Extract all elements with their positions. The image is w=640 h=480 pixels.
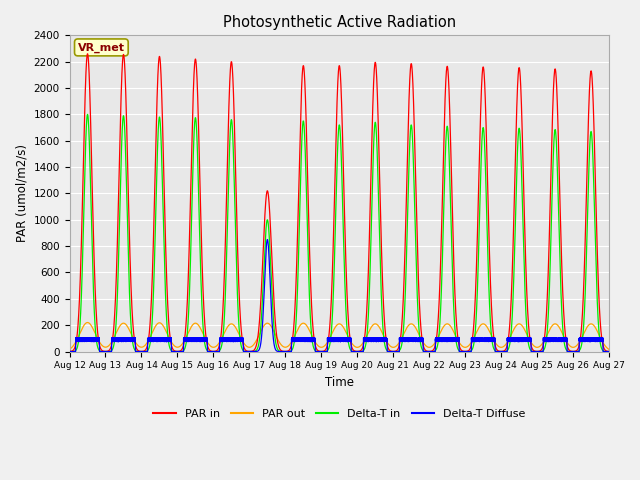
Y-axis label: PAR (umol/m2/s): PAR (umol/m2/s) (15, 144, 28, 242)
Legend: PAR in, PAR out, Delta-T in, Delta-T Diffuse: PAR in, PAR out, Delta-T in, Delta-T Dif… (149, 405, 529, 423)
Text: VR_met: VR_met (78, 42, 125, 52)
X-axis label: Time: Time (324, 376, 354, 389)
Title: Photosynthetic Active Radiation: Photosynthetic Active Radiation (223, 15, 456, 30)
